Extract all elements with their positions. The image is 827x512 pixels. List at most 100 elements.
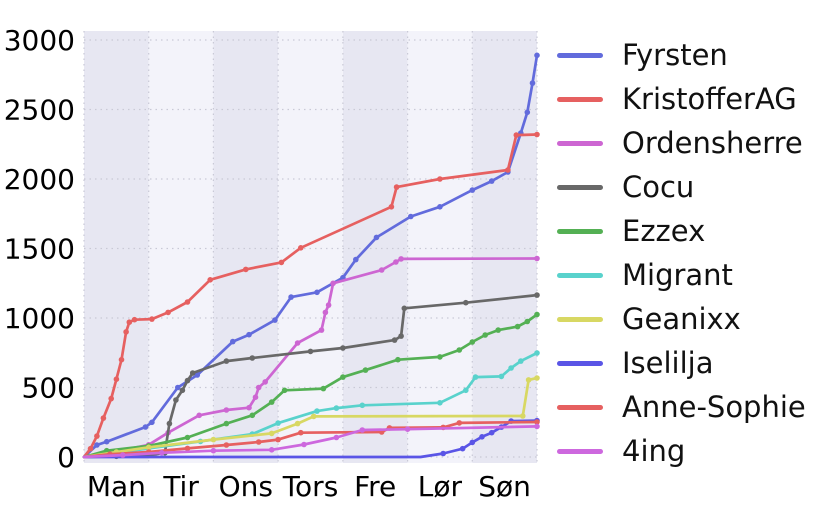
series-marker-Fyrsten <box>524 109 531 116</box>
legend-label: Fyrsten <box>622 37 728 72</box>
series-marker-Migrant <box>472 374 479 380</box>
legend-swatch-icon <box>557 273 603 279</box>
series-marker-Ordensherre <box>534 255 540 262</box>
series-marker-Geanixx <box>310 413 317 420</box>
legend-item-Ezzex: Ezzex <box>553 209 806 253</box>
series-marker-Ezzex <box>495 327 502 333</box>
series-marker-KristofferAG <box>388 204 395 210</box>
series-marker-Fyrsten <box>437 204 443 210</box>
legend-label: Migrant <box>622 258 733 293</box>
legend-item-Geanixx: Geanixx <box>553 298 806 342</box>
series-line-Iselilja <box>82 419 539 459</box>
series-marker-Geanixx <box>520 413 526 419</box>
series-marker-Ezzex <box>456 347 463 353</box>
legend-item-Fyrsten: Fyrsten <box>553 33 806 77</box>
series-marker-Ordensherre <box>252 394 259 401</box>
series-marker-Anne-Sophie <box>456 420 463 426</box>
series-marker-KristofferAG <box>165 309 171 316</box>
series-marker-Ordensherre <box>255 384 262 391</box>
series-marker-Ezzex <box>249 412 256 419</box>
series-marker-4ing <box>120 452 126 458</box>
series-marker-Ordensherre <box>393 259 399 265</box>
x-tick-label: Tir <box>162 470 199 503</box>
series-marker-Fyrsten <box>175 384 181 391</box>
x-tick-label: Tors <box>282 470 339 503</box>
legend-label: Iselilja <box>622 346 714 381</box>
series-marker-Anne-Sophie <box>255 439 262 445</box>
series-marker-KristofferAG <box>243 266 249 273</box>
series-marker-KristofferAG <box>534 131 540 138</box>
series-marker-Ezzex <box>281 387 288 394</box>
legend-swatch-icon <box>557 405 603 411</box>
series-marker-KristofferAG <box>94 433 100 439</box>
series-marker-Geanixx <box>145 444 152 451</box>
series-marker-Ezzex <box>362 367 369 373</box>
series-marker-Fyrsten <box>373 234 380 241</box>
series-marker-Fyrsten <box>288 294 294 300</box>
series-marker-Ezzex <box>437 354 443 360</box>
series-marker-Fyrsten <box>194 372 201 378</box>
series-marker-Geanixx <box>525 377 532 383</box>
series-marker-Cocu <box>173 397 179 403</box>
series-marker-Fyrsten <box>94 442 100 448</box>
series-marker-KristofferAG <box>184 299 191 305</box>
legend-swatch-icon <box>557 228 603 234</box>
legend-swatch-icon <box>557 449 603 455</box>
legend-item-Cocu: Cocu <box>553 165 806 209</box>
series-marker-Ezzex <box>320 385 327 392</box>
plot-band-Tors <box>278 31 343 463</box>
series-marker-Anne-Sophie <box>298 429 304 436</box>
series-marker-Migrant <box>333 405 340 411</box>
series-marker-Fyrsten <box>230 338 236 345</box>
series-marker-KristofferAG <box>149 316 155 322</box>
series-marker-Migrant <box>498 373 505 380</box>
series-marker-Geanixx <box>210 436 217 443</box>
series-marker-4ing <box>534 423 540 430</box>
plot-band-Tir <box>148 31 214 463</box>
series-marker-Ordensherre <box>322 309 329 316</box>
series-marker-Ordensherre <box>246 404 252 411</box>
series-marker-Iselilja <box>488 429 495 436</box>
series-marker-Ezzex <box>268 399 275 405</box>
series-marker-Iselilja <box>440 450 447 457</box>
series-marker-Migrant <box>359 402 366 409</box>
series-marker-Iselilja <box>459 445 466 452</box>
series-marker-Fyrsten <box>272 317 278 323</box>
legend-label: Ezzex <box>622 213 706 248</box>
y-tick-label: 3000 <box>4 24 75 57</box>
series-marker-Migrant <box>463 387 469 394</box>
series-marker-KristofferAG <box>505 167 511 173</box>
series-marker-Cocu <box>340 345 346 351</box>
series-marker-Geanixx <box>268 430 275 437</box>
y-tick-label: 2000 <box>4 163 75 196</box>
series-marker-Ezzex <box>482 332 489 338</box>
legend-swatch-icon <box>557 184 603 190</box>
series-marker-Cocu <box>307 348 314 355</box>
x-tick-label: Fre <box>354 470 396 503</box>
series-marker-KristofferAG <box>131 316 138 323</box>
legend-item-4ing: 4ing <box>553 430 806 474</box>
series-marker-KristofferAG <box>100 415 107 421</box>
series-marker-Ezzex <box>514 323 521 330</box>
series-marker-Ezzex <box>340 374 346 380</box>
legend-label: Cocu <box>622 169 695 204</box>
series-marker-KristofferAG <box>126 319 133 326</box>
series-marker-Fyrsten <box>534 52 540 59</box>
series-marker-Fyrsten <box>488 178 495 184</box>
series-marker-Ordensherre <box>196 412 202 419</box>
y-tick-label: 500 <box>22 372 75 405</box>
legend-label: KristofferAG <box>622 81 797 116</box>
y-tick-label: 1000 <box>4 302 75 335</box>
legend-label: 4ing <box>622 434 686 469</box>
legend-item-KristofferAG: KristofferAG <box>553 77 806 121</box>
plot-band-Ons <box>213 31 279 463</box>
series-marker-KristofferAG <box>113 376 120 383</box>
series-marker-Cocu <box>534 292 540 298</box>
series-marker-Iselilja <box>479 434 485 440</box>
x-tick-label: Lør <box>418 470 463 503</box>
series-marker-Cocu <box>249 355 256 361</box>
x-tick-label: Ons <box>219 470 273 503</box>
x-tick-label: Man <box>87 470 146 503</box>
series-marker-Migrant <box>437 400 443 406</box>
